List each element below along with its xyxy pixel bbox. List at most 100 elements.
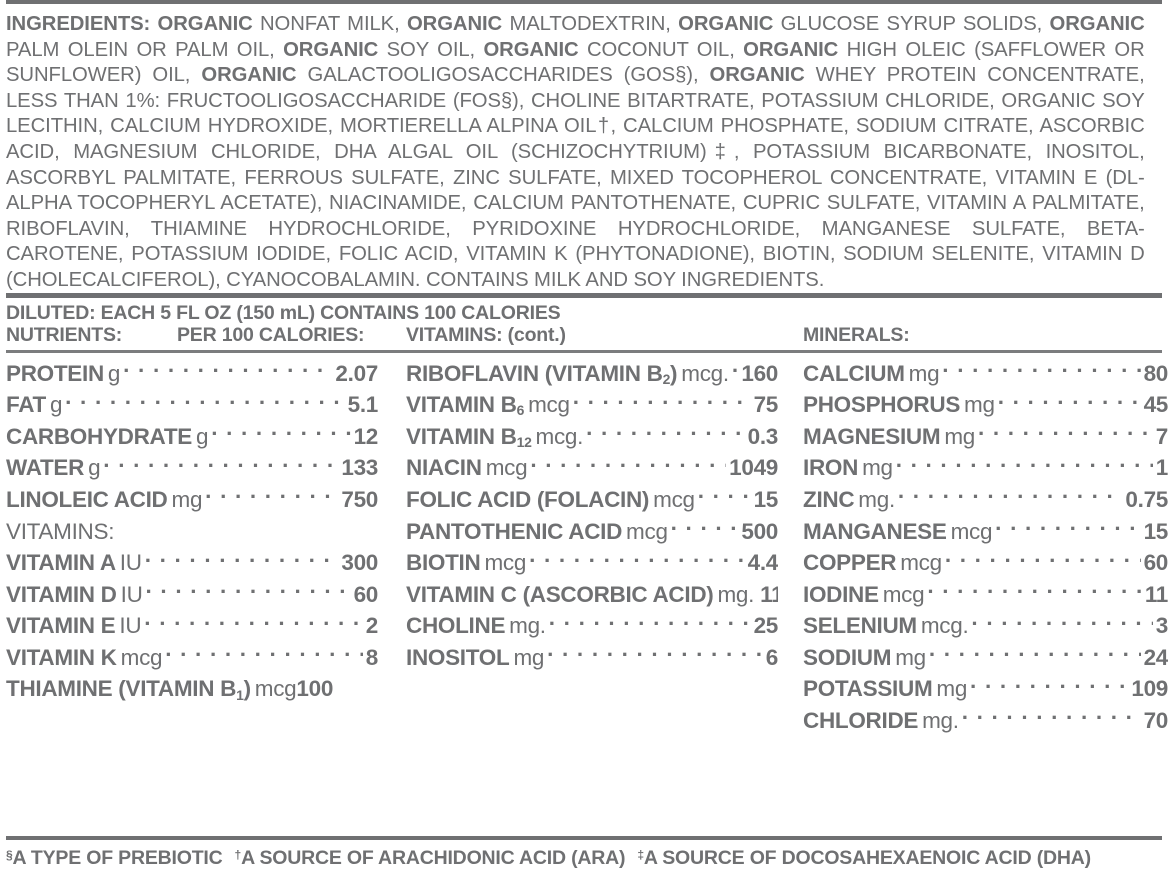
footnote-item: ‡A SOURCE OF DOCOSAHEXAENOIC ACID (DHA) <box>637 847 1091 869</box>
nutrient-value: 0.3 <box>747 423 778 449</box>
nutrient-name: POTASSIUM <box>803 676 933 702</box>
dot-leader <box>211 421 350 444</box>
footnote-top-rule <box>6 836 1162 840</box>
nutrient-name: PROTEIN <box>6 360 104 386</box>
ingredient-text: GLUCOSE SYRUP SOLIDS, <box>773 12 1050 35</box>
ingredient-emphasis: ORGANIC <box>283 37 379 61</box>
nutrient-row: VITAMIN AIU 300 <box>6 547 378 579</box>
nutrient-column-3: CALCIUMmg80PHOSPHORUSmg45MAGNESIUMmg7IRO… <box>803 358 1168 737</box>
dot-leader <box>145 548 339 571</box>
nutrient-unit: mg <box>908 360 940 386</box>
nutrient-name: COPPER <box>803 550 897 576</box>
nutrient-unit: mcg. <box>535 423 584 449</box>
footnote-symbol: † <box>234 847 242 862</box>
ingredient-text: HIGH OLEIC (SAFFLOWER OR SUNFLOWER) OIL, <box>6 37 1145 87</box>
nutrient-value: 1 <box>1155 455 1168 481</box>
nutrient-column-1: PROTEINg2.07FATg5.1CARBOHYDRATEg12WATERg… <box>6 358 378 706</box>
nutrient-value: 45 <box>1143 392 1168 418</box>
nutrient-value: 75 <box>753 392 778 418</box>
nutrient-unit: IU <box>119 550 142 576</box>
nutrient-value: 60 <box>1143 550 1168 576</box>
dot-leader <box>165 642 363 665</box>
nutrient-value: 4.4 <box>747 550 778 576</box>
nutrient-value: 300 <box>341 550 378 576</box>
dot-leader <box>573 390 751 413</box>
nutrient-unit: mg <box>944 423 975 449</box>
nutrient-unit: mg <box>513 644 545 670</box>
nutrient-unit: mg <box>936 676 968 702</box>
footnote-line: §A TYPE OF PREBIOTIC †A SOURCE OF ARACHID… <box>6 846 1162 872</box>
header-bottom-rule <box>6 349 1162 353</box>
column-header-per-100-calories: PER 100 CALORIES: <box>177 323 365 346</box>
nutrient-name-subscript: 12 <box>516 433 532 450</box>
column-header-minerals: MINERALS: <box>803 323 910 346</box>
nutrient-unit: mcg <box>254 676 297 702</box>
nutrient-value: 60 <box>353 581 378 607</box>
dot-leader <box>549 611 751 634</box>
ingredients-paragraph: INGREDIENTS: ORGANIC NONFAT MILK, ORGANI… <box>6 11 1145 293</box>
nutrient-value: 11 <box>1144 581 1168 607</box>
nutrient-unit: mg <box>171 486 203 512</box>
dot-leader <box>146 579 351 602</box>
nutrient-value: 2 <box>365 613 378 639</box>
nutrient-name: VITAMIN A <box>6 550 116 576</box>
nutrient-name: INOSITOL <box>406 644 510 670</box>
nutrient-name: MANGANESE <box>803 518 947 544</box>
nutrient-name: IRON <box>803 455 859 481</box>
ingredient-emphasis: ORGANIC <box>483 37 579 61</box>
dot-leader <box>547 642 763 665</box>
dot-leader <box>144 611 362 634</box>
nutrient-unit: mg. <box>509 613 546 639</box>
nutrient-unit: g <box>195 423 209 449</box>
nutrient-name: WATER <box>6 455 85 481</box>
column-header-vitamins-cont: VITAMINS: (cont.) <box>406 323 566 346</box>
column-header-nutrients: NUTRIENTS: <box>6 323 123 346</box>
dot-leader <box>927 579 1141 602</box>
ingredient-text: PALM OLEIN OR PALM OIL, <box>6 37 284 61</box>
nutrient-value: 109 <box>1131 676 1168 702</box>
nutrient-unit: mg <box>964 392 995 418</box>
dot-leader <box>995 516 1140 539</box>
footnote-section: §A TYPE OF PREBIOTIC †A SOURCE OF ARACHID… <box>6 836 1162 872</box>
nutrient-row: FOLIC ACID (FOLACIN)mcg 15 <box>406 484 778 516</box>
nutrient-name: VITAMIN B6 <box>406 392 525 419</box>
nutrient-value: 12 <box>353 423 378 449</box>
nutrient-value: 2.07 <box>335 360 378 386</box>
footnote-symbol: § <box>6 847 13 862</box>
nutrient-unit: g <box>107 360 121 386</box>
nutrient-name: NIACIN <box>406 455 482 481</box>
dot-leader <box>942 358 1140 381</box>
nutrient-name: MAGNESIUM <box>803 423 941 449</box>
nutrient-value: 11 <box>760 581 778 607</box>
dot-leader <box>671 516 739 539</box>
ingredient-emphasis: ORGANIC <box>678 12 774 35</box>
dot-leader <box>103 453 338 476</box>
footnote-text: A TYPE OF PREBIOTIC <box>12 847 223 869</box>
top-divider-rule <box>6 0 1162 4</box>
ingredient-emphasis: ORGANIC <box>157 12 253 35</box>
nutrient-unit: mcg. <box>920 613 969 639</box>
ingredient-text: WHEY PROTEIN CONCENTRATE, LESS THAN 1%: … <box>6 63 1145 291</box>
nutrient-value: 24 <box>1143 644 1168 670</box>
nutrient-unit: mg. <box>858 486 895 512</box>
nutrient-value: 3 <box>1155 613 1168 639</box>
dot-leader <box>978 421 1153 444</box>
nutrient-name: CHLORIDE <box>803 708 919 734</box>
nutrient-unit: g <box>49 392 63 418</box>
nutrient-name: VITAMIN E <box>6 613 116 639</box>
column-headers: NUTRIENTS: PER 100 CALORIES: VITAMINS: (… <box>6 324 1162 348</box>
nutrient-name: LINOLEIC ACID <box>6 486 168 512</box>
nutrient-name: FAT <box>6 392 46 418</box>
dot-leader <box>698 484 751 507</box>
nutrient-name: SODIUM <box>803 644 892 670</box>
nutrient-unit: g <box>88 455 101 481</box>
